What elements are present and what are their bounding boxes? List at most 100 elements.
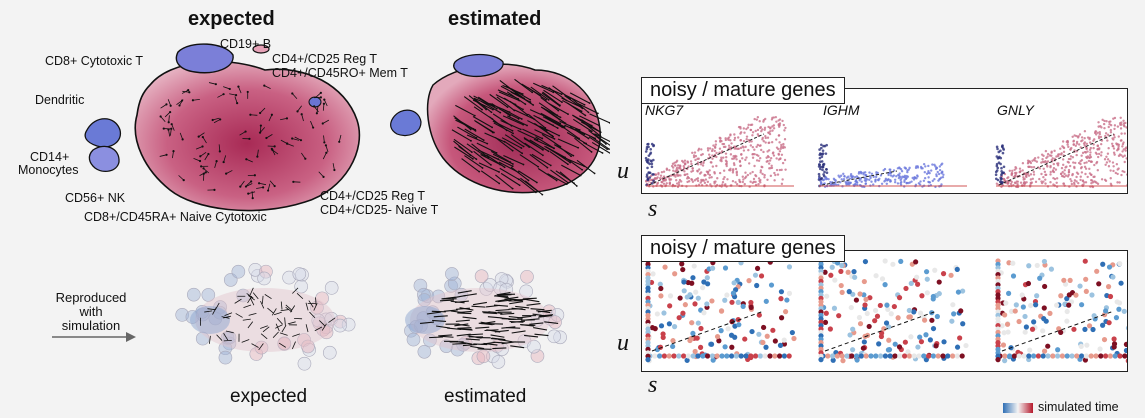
gene-point <box>751 170 754 174</box>
velocity-arrow <box>209 335 211 344</box>
gene-point <box>1083 150 1087 154</box>
sim-point <box>1028 302 1034 309</box>
arrow-head <box>581 168 584 171</box>
velocity-arrow <box>500 172 520 186</box>
gene-point <box>766 136 770 139</box>
velocity-arrow <box>457 310 472 314</box>
sim-point <box>700 353 706 359</box>
velocity-arrow <box>168 129 171 137</box>
gene-point <box>715 151 718 155</box>
gene-point <box>1126 173 1127 176</box>
sim-point <box>1089 292 1095 298</box>
velocity-arrow <box>280 301 283 310</box>
velocity-arrow <box>195 146 203 150</box>
arrow-head <box>285 117 289 120</box>
velocity-arrow <box>247 295 255 301</box>
gene-point <box>1044 149 1048 153</box>
gene-point <box>742 127 746 130</box>
gene-point <box>1066 160 1070 164</box>
sim-point <box>684 294 690 300</box>
gene-point <box>1102 122 1106 126</box>
velocity-arrow <box>313 303 318 311</box>
cell-circle <box>341 317 356 332</box>
arrow-head <box>475 158 478 161</box>
sim-point <box>680 266 686 273</box>
gene-point <box>1026 162 1030 165</box>
velocity-arrow <box>212 117 220 121</box>
arrow-head <box>312 126 315 129</box>
gene-point <box>1100 151 1103 154</box>
sim-point <box>1082 357 1089 363</box>
gene-point <box>675 182 679 185</box>
gene-point <box>1112 147 1116 150</box>
arrow-head <box>599 131 602 134</box>
reproduced-text: Reproduced with simulation <box>50 291 132 333</box>
gene-point <box>1081 179 1085 182</box>
velocity-arrow <box>285 306 293 313</box>
sim-point <box>1071 326 1077 332</box>
sim-point <box>932 267 938 273</box>
gene-point <box>1085 161 1088 164</box>
gene-point <box>778 125 781 128</box>
gene-point <box>1018 167 1022 170</box>
gene-point <box>1093 138 1096 141</box>
gene-point <box>746 126 750 129</box>
velocity-arrow <box>573 118 593 132</box>
gene-point <box>768 141 771 144</box>
gene-point <box>751 134 754 137</box>
gene-point <box>686 161 690 164</box>
velocity-arrow <box>533 82 554 93</box>
gene-point <box>652 144 656 147</box>
gene-point <box>677 183 681 186</box>
arrow-head <box>599 135 602 138</box>
gene-point <box>999 180 1003 184</box>
gene-point <box>1067 170 1071 174</box>
sim-point <box>671 353 677 359</box>
gene-point <box>1120 132 1123 135</box>
sim-point <box>654 311 660 317</box>
gene-point <box>1089 151 1092 154</box>
gene-point <box>755 159 759 162</box>
velocity-arrow <box>297 105 303 112</box>
sim-point <box>1101 336 1108 343</box>
velocity-arrow <box>535 123 554 138</box>
gene-point <box>696 179 700 183</box>
gene-point <box>822 173 825 176</box>
sim-point <box>1123 341 1127 348</box>
velocity-arrow <box>497 299 512 303</box>
gene-point <box>940 171 943 175</box>
sim-point <box>913 259 919 265</box>
sim-point <box>716 338 722 344</box>
gene-point <box>763 176 766 179</box>
gene-point <box>1113 153 1116 156</box>
sim-point <box>729 319 735 325</box>
gene-point <box>769 126 772 129</box>
sim-point <box>830 357 836 363</box>
gene-point <box>1083 165 1087 169</box>
gene-point <box>1059 153 1063 156</box>
cell-circle <box>257 271 271 286</box>
velocity-arrow <box>495 309 510 312</box>
sim-point <box>902 339 908 345</box>
gene-point <box>1120 154 1123 157</box>
gene-point <box>755 145 758 149</box>
arrow-head <box>182 179 185 182</box>
velocity-arrow <box>594 133 610 143</box>
sim-point <box>735 317 741 323</box>
velocity-arrow <box>529 154 548 169</box>
velocity-arrow <box>510 320 526 323</box>
gene-point <box>942 173 945 176</box>
arrow-head <box>511 149 514 152</box>
sim-point <box>879 276 886 282</box>
gene-point <box>1029 161 1033 165</box>
velocity-arrow <box>571 97 589 113</box>
gene-point <box>1081 151 1085 155</box>
gene-point <box>1054 168 1058 171</box>
gene-point <box>896 182 900 185</box>
gene-point <box>694 154 698 158</box>
sim-point <box>948 272 954 278</box>
gene-point <box>784 168 787 171</box>
arrow-head <box>167 128 170 131</box>
gene-point <box>821 163 825 166</box>
velocity-arrow <box>204 310 213 313</box>
